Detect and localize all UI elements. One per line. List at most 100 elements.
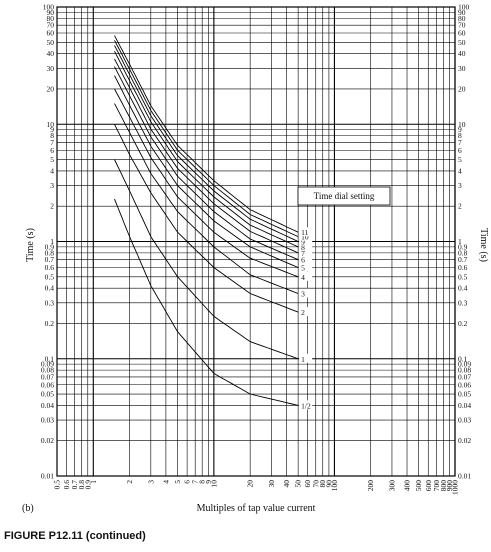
y-tick-label-right: 0.9 (458, 242, 468, 251)
curve-tds (114, 103, 299, 294)
plot-frame (56, 6, 456, 477)
y-tick-label-left: 2 (50, 202, 54, 211)
y-tick-label-left: 0.06 (41, 380, 54, 389)
y-tick-label-left: 7 (50, 138, 54, 147)
y-tick-label-right: 0.05 (458, 390, 471, 399)
x-tick-label: 7 (191, 480, 200, 484)
x-tick-label: 800 (439, 480, 448, 492)
y-tick-label-right: 0.01 (458, 472, 471, 481)
y-tick-label-right: 40 (458, 49, 466, 58)
y-tick-label-left: 9 (50, 125, 54, 134)
panel-label: (b) (22, 503, 34, 514)
y-tick-label-right: 1 (458, 237, 462, 246)
y-tick-label-left: 0.9 (45, 242, 55, 251)
curve-tds (114, 58, 299, 254)
series-label-bg (299, 400, 313, 410)
y-tick-label-right: 50 (458, 38, 466, 47)
figure-caption: FIGURE P12.11 (continued) (4, 530, 146, 542)
x-tick-label: 8 (198, 480, 207, 484)
x-tick-label: 40 (282, 480, 291, 488)
curve-tds (114, 159, 299, 360)
y-tick-label-right: 0.7 (458, 255, 468, 264)
y-tick-label-right: 0.2 (458, 319, 468, 328)
x-axis-label: Multiples of tap value current (197, 503, 316, 514)
curve-tds (114, 66, 299, 261)
x-tick-label: 0.7 (70, 480, 79, 490)
x-tick-label: 0.9 (83, 480, 92, 490)
curve-tds (114, 88, 299, 278)
x-tick-label: 2 (125, 480, 134, 484)
x-tick-label: 1 (89, 480, 98, 484)
y-tick-label-right: 0.1 (458, 354, 468, 363)
series-label-bg (299, 353, 313, 363)
x-tick-label: 200 (366, 480, 375, 492)
y-tick-label-left: 0.2 (45, 319, 55, 328)
y-tick-label-right: 5 (458, 155, 462, 164)
y-tick-label-left: 0.4 (45, 284, 55, 293)
legend-title: Time dial setting (314, 191, 375, 201)
y-tick-label-right: 0.03 (458, 416, 471, 425)
series-label: 1 (301, 355, 305, 364)
y-tick-label-right: 0.6 (458, 263, 468, 272)
y-axis-label-right: Time (s) (478, 228, 489, 262)
y-tick-label-right: 100 (458, 3, 470, 12)
legend-box (297, 186, 391, 206)
series-label: 1/2 (301, 401, 311, 410)
y-tick-label-right: 10 (458, 120, 466, 129)
y-tick-label-right: 70 (458, 21, 466, 30)
y-tick-label-left: 0.3 (45, 298, 55, 307)
y-tick-label-right: 80 (458, 14, 466, 23)
x-tick-label: 500 (414, 480, 423, 492)
y-tick-label-right: 0.8 (458, 248, 468, 257)
curve-tds (114, 198, 299, 406)
y-tick-label-left: 1 (50, 237, 54, 246)
x-tick-label: 70 (311, 480, 320, 488)
x-tick-label: 0.6 (62, 480, 71, 490)
series-label: 11 (301, 228, 308, 237)
x-tick-label: 4 (161, 480, 170, 484)
y-tick-label-left: 0.1 (45, 354, 55, 363)
y-tick-label-right: 0.06 (458, 380, 471, 389)
x-tick-label: 5 (173, 480, 182, 484)
x-tick-label: 60 (303, 480, 312, 488)
y-tick-label-left: 8 (50, 131, 54, 140)
x-tick-label: 10 (209, 480, 218, 488)
series-label-bg (299, 236, 313, 246)
y-tick-label-left: 6 (50, 146, 54, 155)
y-tick-label-left: 0.09 (41, 360, 54, 369)
y-tick-label-left: 0.07 (41, 372, 54, 381)
y-tick-label-right: 4 (458, 166, 462, 175)
curves (114, 35, 299, 406)
series-label-bg (299, 227, 313, 237)
series-label-bg (299, 241, 313, 251)
y-tick-label-left: 50 (47, 38, 55, 47)
series-label: 4 (301, 273, 305, 282)
x-tick-label: 0.5 (53, 480, 62, 490)
y-tick-label-right: 0.08 (458, 366, 471, 375)
series-label-bg (299, 288, 313, 298)
curve-tds (114, 124, 299, 313)
series-label-bg (299, 262, 313, 272)
y-tick-label-right: 9 (458, 125, 462, 134)
series-label-bg (299, 307, 313, 317)
x-tick-label: 1000 (451, 480, 460, 495)
y-tick-label-right: 8 (458, 131, 462, 140)
series-label: 6 (301, 256, 305, 265)
curve-tds (114, 35, 299, 233)
series-label-bg (299, 247, 313, 257)
y-tick-label-right: 6 (458, 146, 462, 155)
y-tick-label-left: 5 (50, 155, 54, 164)
y-tick-label-left: 0.04 (41, 401, 54, 410)
y-tick-label-left: 20 (47, 84, 55, 93)
grid (56, 6, 456, 477)
y-tick-label-left: 0.8 (45, 248, 55, 257)
series-label: 9 (301, 238, 305, 247)
y-tick-label-left: 0.5 (45, 272, 55, 281)
y-tick-label-left: 30 (47, 64, 55, 73)
y-tick-label-right: 0.04 (458, 401, 471, 410)
y-tick-label-left: 80 (47, 14, 55, 23)
x-tick-label: 300 (387, 480, 396, 492)
